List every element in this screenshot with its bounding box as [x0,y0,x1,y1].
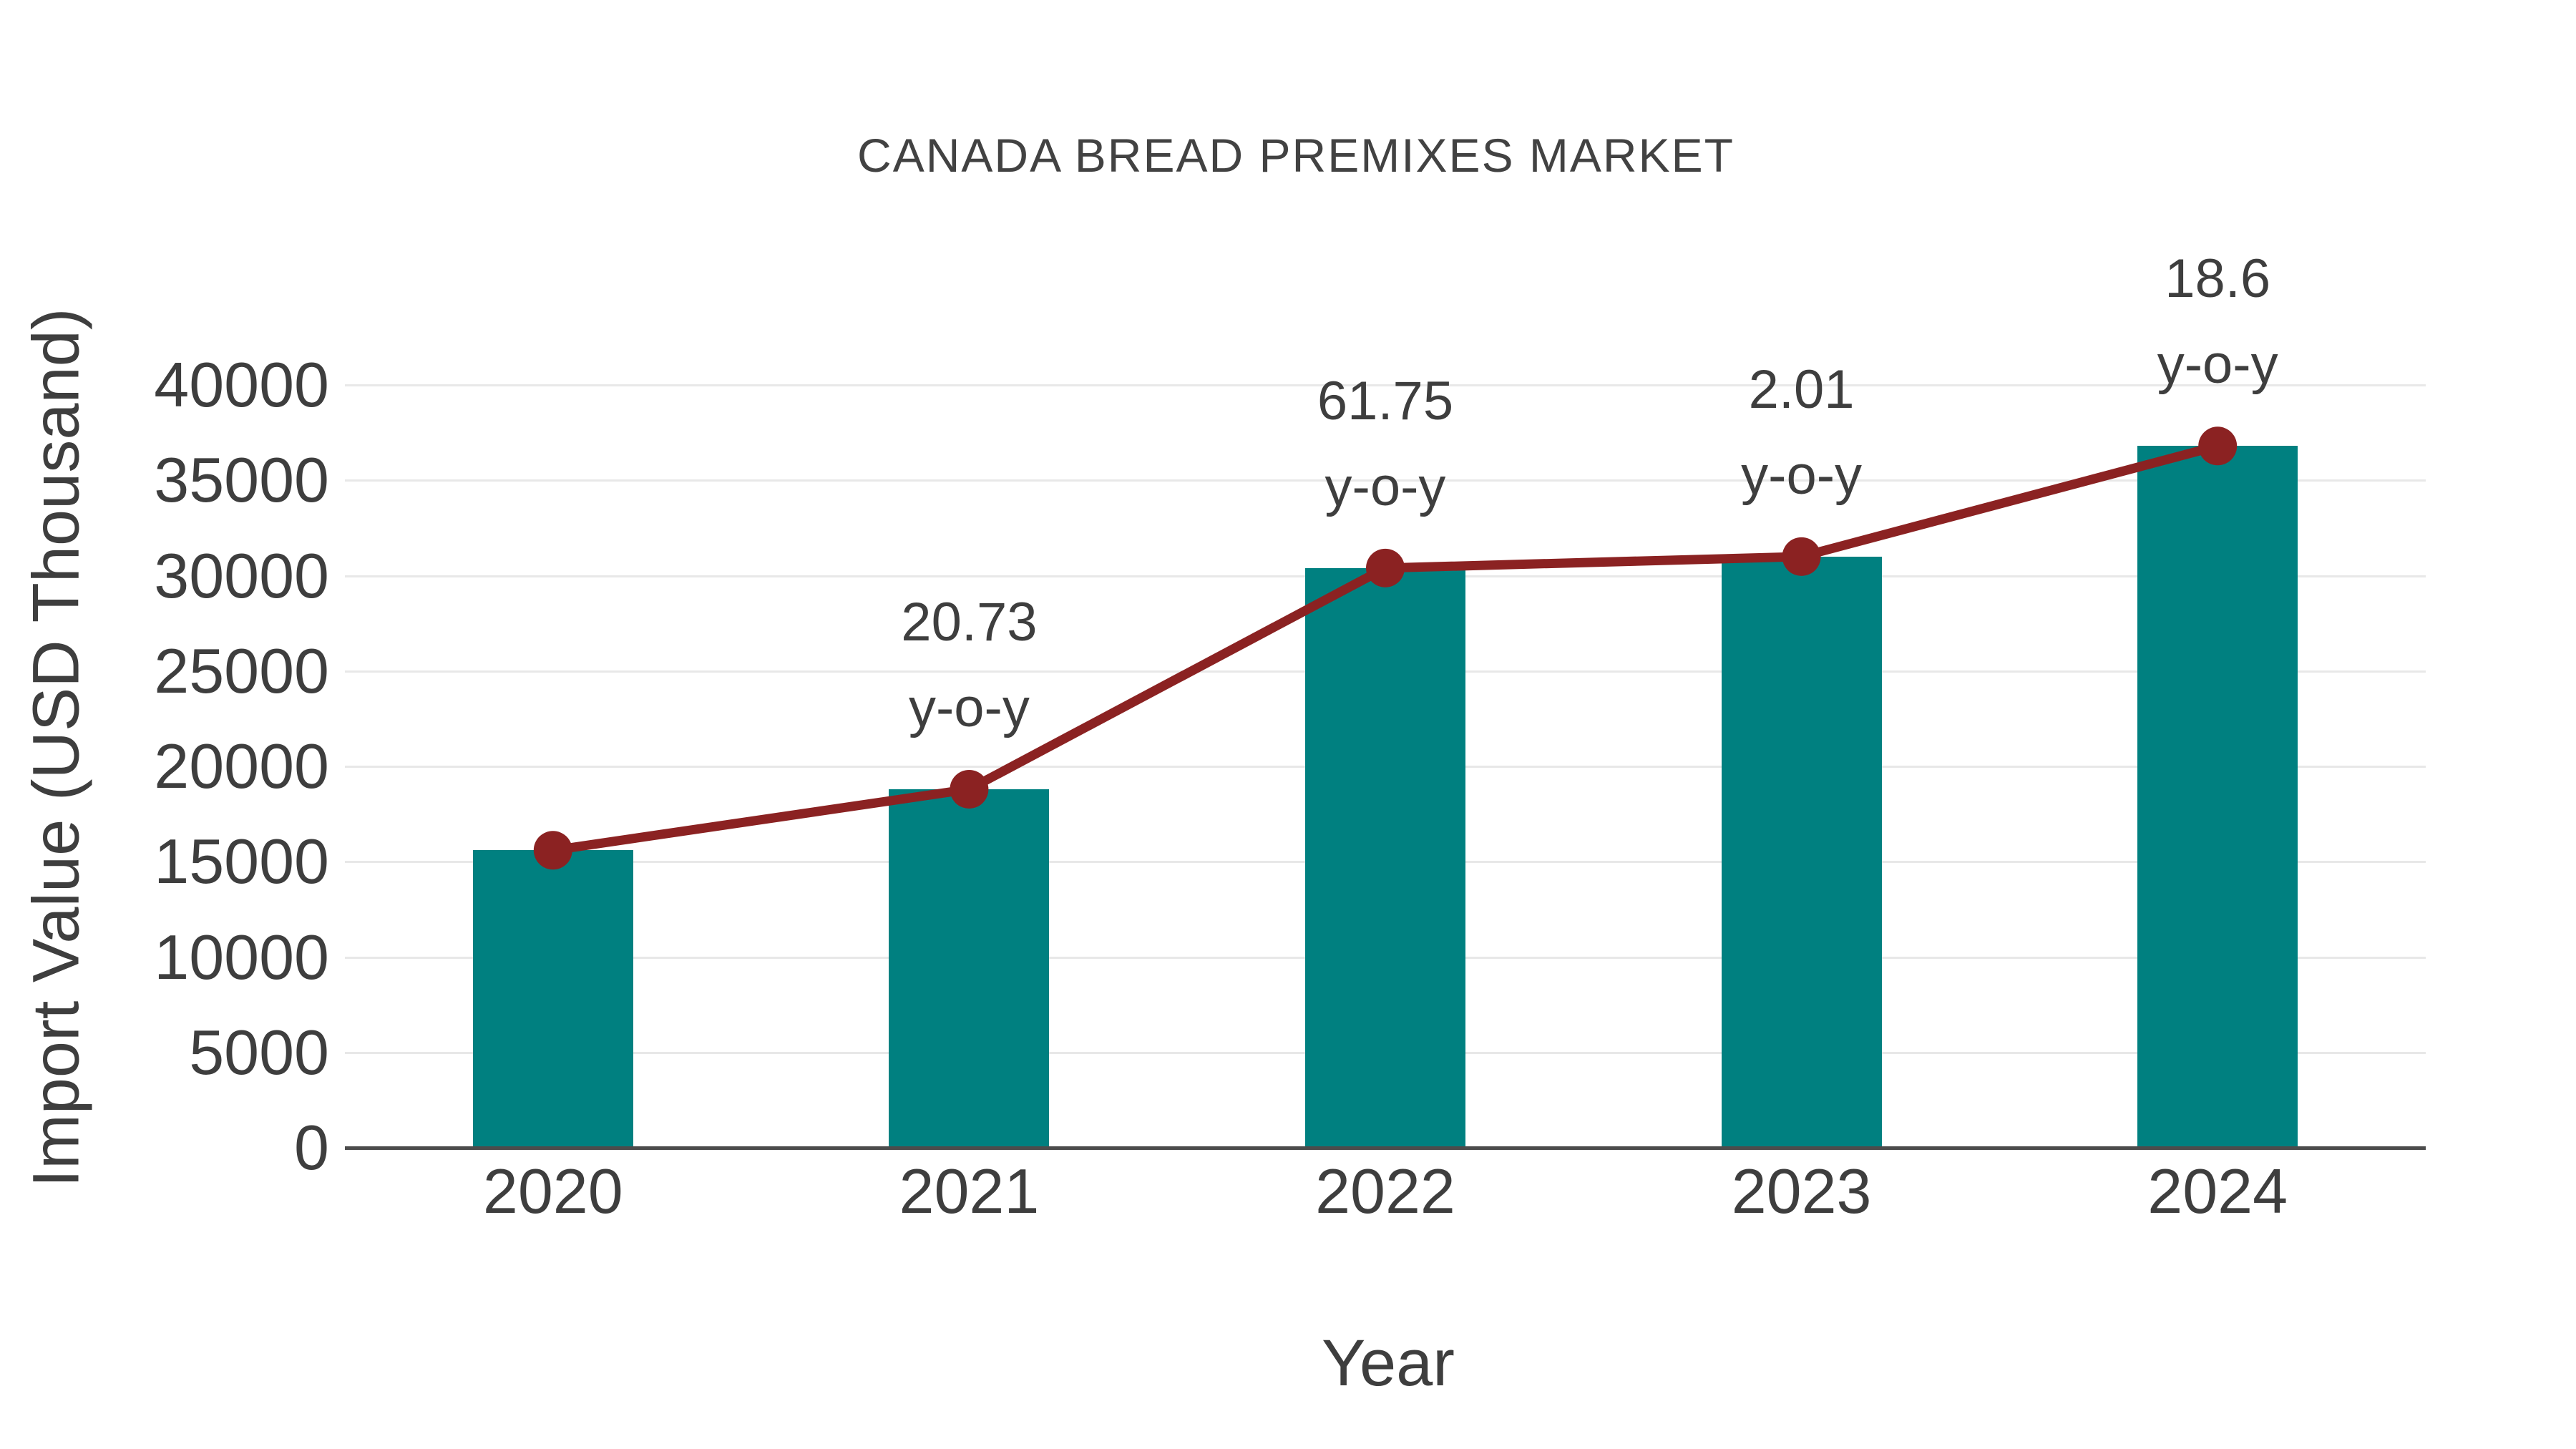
data-point-marker-2021 [950,769,989,809]
y-axis-tick-label: 35000 [154,444,329,516]
y-axis-tick-label: 10000 [154,921,329,992]
x-axis-line [345,1146,2426,1150]
grid-line [345,479,2426,482]
bar-2021 [889,789,1050,1148]
data-point-marker-2024 [2198,426,2238,466]
y-axis-tick-label: 30000 [154,540,329,611]
y-axis-tick-label: 5000 [189,1016,329,1088]
y-axis-tick-label: 25000 [154,635,329,706]
annotation-value-2021: 20.73 [901,591,1038,653]
annotation-yoy-2023: y-o-y [1741,444,1863,506]
trend-line-overlay [533,426,2238,870]
y-axis-tick-label: 0 [294,1112,329,1183]
y-axis-tick-label: 40000 [154,349,329,420]
bar-2024 [2137,446,2298,1148]
bar-2023 [1721,556,1882,1148]
x-axis-title: Year [1322,1327,1455,1400]
x-axis-tick-label: 2020 [482,1156,623,1226]
y-axis-tick-label: 20000 [154,731,329,801]
x-axis-tick-label: 2023 [1731,1156,1872,1226]
grid-line [345,384,2426,386]
annotation-value-2024: 18.6 [2165,248,2271,310]
x-axis-tick-label: 2024 [2147,1156,2288,1226]
data-point-marker-2023 [1782,537,1821,576]
x-axis-tick-label: 2022 [1315,1156,1455,1226]
annotation-value-2022: 61.75 [1317,370,1454,431]
annotation-yoy-2024: y-o-y [2157,334,2278,396]
annotation-value-2023: 2.01 [1748,358,1855,420]
annotation-yoy-2022: y-o-y [1324,456,1446,517]
trend-line [552,441,2219,855]
bar-2020 [472,850,633,1148]
bar-2022 [1305,567,1465,1148]
data-point-marker-2020 [533,831,572,870]
x-axis-tick-label: 2021 [899,1156,1040,1226]
y-axis-tick-label: 15000 [154,826,329,897]
annotation-yoy-2021: y-o-y [908,677,1030,738]
chart-title: CANADA BREAD PREMIXES MARKET [857,129,1735,182]
data-point-marker-2022 [1366,548,1405,587]
